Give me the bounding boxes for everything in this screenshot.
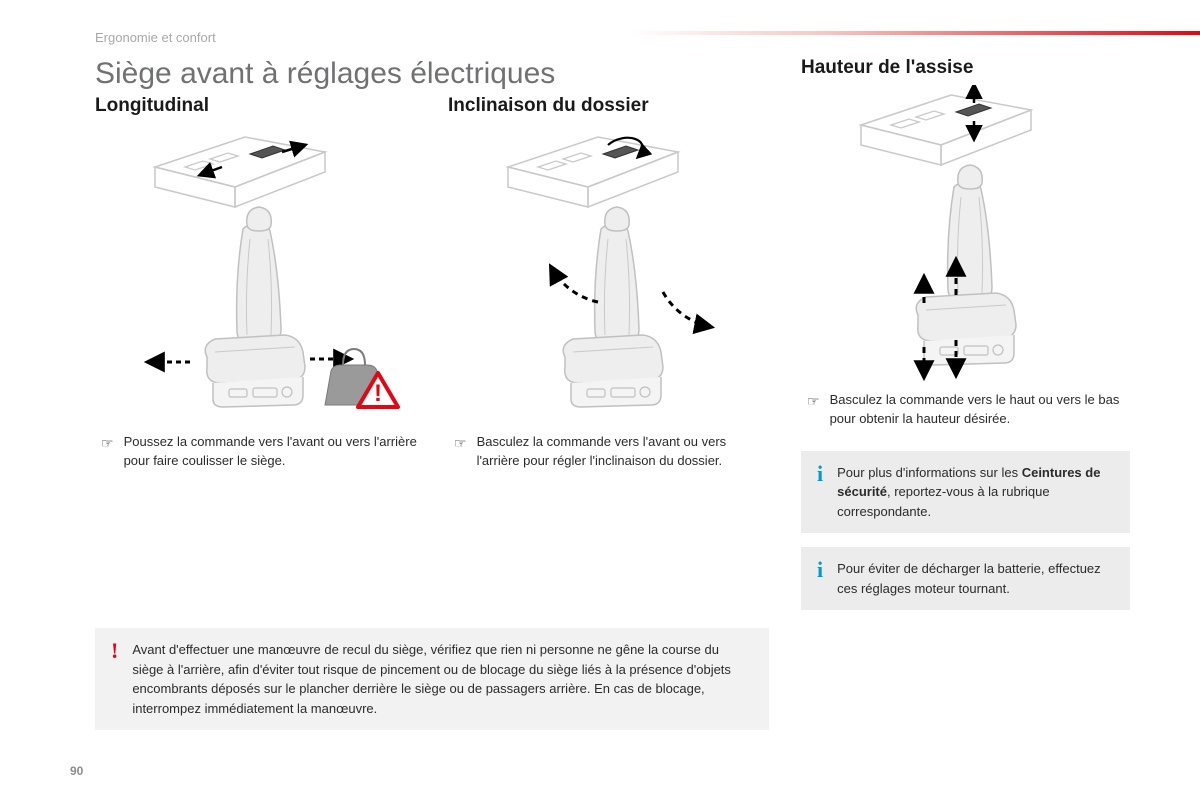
header-accent-bar [630, 31, 1200, 35]
callout-info2-body: Pour éviter de décharger la batterie, ef… [837, 559, 1114, 598]
col2-instruction: ☞ Basculez la commande vers l'avant ou v… [448, 433, 777, 471]
col1-instruction: ☞ Poussez la commande vers l'avant ou ve… [95, 433, 424, 471]
callout-warning: ! Avant d'effectuer une manœuvre de recu… [95, 628, 769, 730]
callout-info1-body: Pour plus d'informations sur les Ceintur… [837, 463, 1114, 522]
pointer-icon: ☞ [454, 433, 467, 471]
callout-warning-body: Avant d'effectuer une manœuvre de recul … [132, 640, 753, 718]
col-inclinaison: Inclinaison du dossier ☞ Basculez la com… [448, 95, 777, 610]
diagram-hauteur [801, 85, 1130, 385]
col2-title: Inclinaison du dossier [448, 95, 777, 117]
info-icon: i [817, 463, 823, 522]
info1-prefix: Pour plus d'informations sur les [837, 465, 1022, 480]
pointer-icon: ☞ [101, 433, 114, 471]
columns-row: Longitudinal [95, 95, 1130, 610]
col3-instruction-text: Basculez la commande vers le haut ou ver… [830, 391, 1124, 429]
page-number: 90 [70, 764, 83, 778]
callout-info-battery: i Pour éviter de décharger la batterie, … [801, 547, 1130, 610]
col-hauteur: Hauteur de l'assise [801, 95, 1130, 610]
page-title: Siège avant à réglages électriques [95, 57, 769, 91]
col1-instruction-text: Poussez la commande vers l'avant ou vers… [124, 433, 418, 471]
col3-title: Hauteur de l'assise [801, 57, 1130, 79]
callout-info-seatbelt: i Pour plus d'informations sur les Ceint… [801, 451, 1130, 534]
col2-instruction-text: Basculez la commande vers l'avant ou ver… [477, 433, 771, 471]
warning-icon: ! [111, 640, 118, 718]
col3-instruction: ☞ Basculez la commande vers le haut ou v… [801, 391, 1130, 429]
manual-page: Ergonomie et confort Siège avant à régla… [0, 0, 1200, 800]
svg-text:!: ! [374, 380, 382, 407]
diagram-inclinaison [448, 127, 777, 427]
col-longitudinal: Longitudinal [95, 95, 424, 610]
diagram-longitudinal: ! [95, 127, 424, 427]
pointer-icon: ☞ [807, 391, 820, 429]
col1-title: Longitudinal [95, 95, 424, 117]
info-icon: i [817, 559, 823, 598]
